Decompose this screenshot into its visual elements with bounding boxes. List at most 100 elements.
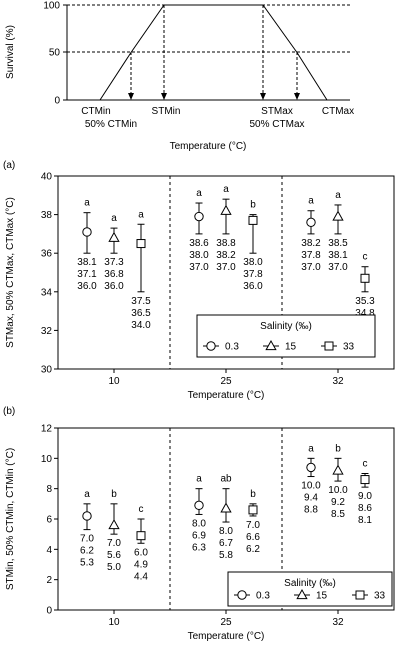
data-label: 38.6 [189,238,209,249]
panel-a: (a) 30 32 34 36 38 40 10 25 32 Temperature (°C) STM… [3,160,395,401]
data-label: 34.0 [131,320,151,331]
square-legend-marker [355,590,365,600]
threshold-arrow-head [161,93,167,100]
x-label: CTMax [322,106,354,117]
data-label: 37.8 [301,250,321,261]
circle-marker [194,211,204,222]
circle-marker [194,500,204,511]
data-label: 6.2 [246,544,260,555]
data-label: 6.7 [219,538,233,549]
legend-label: 33 [374,591,386,602]
legend: Salinity (‰) 0.3 15 33 [227,571,393,607]
data-label: 36.0 [104,281,124,292]
significance-letter: a [196,188,202,199]
triangle-marker [108,519,120,530]
significance-letter: b [250,489,256,500]
significance-letter: a [196,474,202,485]
data-label: 6.6 [246,532,260,543]
x-label: STMin [152,106,181,117]
data-label: 38.8 [216,238,236,249]
x-tick-label: 10 [108,617,120,628]
x-axis-title: Temperature (°C) [188,390,265,401]
legend-label: 33 [343,342,355,353]
triangle-marker [332,210,344,221]
legend-label: 15 [316,591,328,602]
x-tick-label: 25 [220,617,232,628]
threshold-arrow-head [294,93,300,100]
significance-letter: b [111,489,117,500]
data-label: 37.8 [243,269,263,280]
threshold-arrow-head [260,93,266,100]
x-label: 50% CTMax [249,119,304,130]
data-label: 38.1 [328,250,348,261]
triangle-marker [108,231,120,242]
triangle-marker [220,204,232,215]
panel-label: (a) [3,160,15,171]
data-label: 9.4 [304,493,318,504]
x-axis-title: Temperature (°C) [188,631,265,642]
significance-letter: a [84,489,90,500]
data-label: 38.5 [328,238,348,249]
triangle-legend-marker [265,339,277,351]
data-label: 5.0 [107,562,121,573]
significance-letter: a [223,184,229,195]
data-label: 38.2 [216,250,236,261]
y-tick-label: 30 [41,365,53,376]
significance-letter: c [363,459,368,470]
data-label: 8.0 [219,526,233,537]
data-label: 37.1 [77,269,97,280]
data-label: 36.8 [104,269,124,280]
data-label: 6.0 [134,547,148,558]
x-label: STMax [261,106,293,117]
square-marker [136,531,146,541]
square-marker [360,475,370,485]
data-label: 5.8 [219,550,233,561]
data-label: 4.4 [134,571,148,582]
significance-letter: a [308,196,314,207]
data-label: 38.0 [189,250,209,261]
significance-letter: c [363,252,368,263]
data-label: 38.2 [301,238,321,249]
y-tick-label: 100 [43,1,60,12]
triangle-marker [332,464,344,475]
data-label: 7.0 [246,520,260,531]
y-tick-label: 40 [41,172,53,183]
significance-letter: a [335,190,341,201]
square-marker [248,505,258,515]
circle-legend-marker [206,341,216,351]
data-label: 38.0 [243,257,263,268]
square-marker [248,215,258,225]
x-label: CTMin [81,106,110,117]
data-label: 37.0 [189,262,209,273]
y-tick-label: 36 [41,249,53,260]
threshold-arrow-head [128,93,134,100]
data-label: 5.3 [80,558,94,569]
legend-title: Salinity (‰) [260,321,312,332]
panel-label: (b) [3,406,15,417]
y-tick-label: 38 [41,210,53,221]
y-tick-label: 50 [49,48,61,59]
data-label: 6.2 [80,546,94,557]
data-label: 7.0 [107,538,121,549]
circle-marker [306,217,316,228]
data-label: 6.9 [192,530,206,541]
data-label: 5.6 [107,550,121,561]
circle-legend-marker [237,590,247,600]
y-tick-label: 0 [46,606,52,617]
data-label: 37.0 [216,262,236,273]
significance-letter: a [138,209,144,220]
panel-b: (b) 0 2 4 6 8 10 12 10 25 32 Temperature (°C) STMin,… [3,406,395,642]
significance-letter: c [139,504,144,515]
legend-box [196,314,376,358]
circle-marker [82,511,92,521]
data-label: 4.9 [134,559,148,570]
data-label: 36.0 [243,281,263,292]
x-tick-label: 25 [220,376,232,387]
data-label: 10.0 [301,481,321,492]
data-label: 10.0 [328,485,348,496]
square-marker [360,273,370,283]
y-tick-label: 4 [46,545,52,556]
y-tick-label: 12 [41,424,53,435]
data-label: 6.3 [192,542,206,553]
